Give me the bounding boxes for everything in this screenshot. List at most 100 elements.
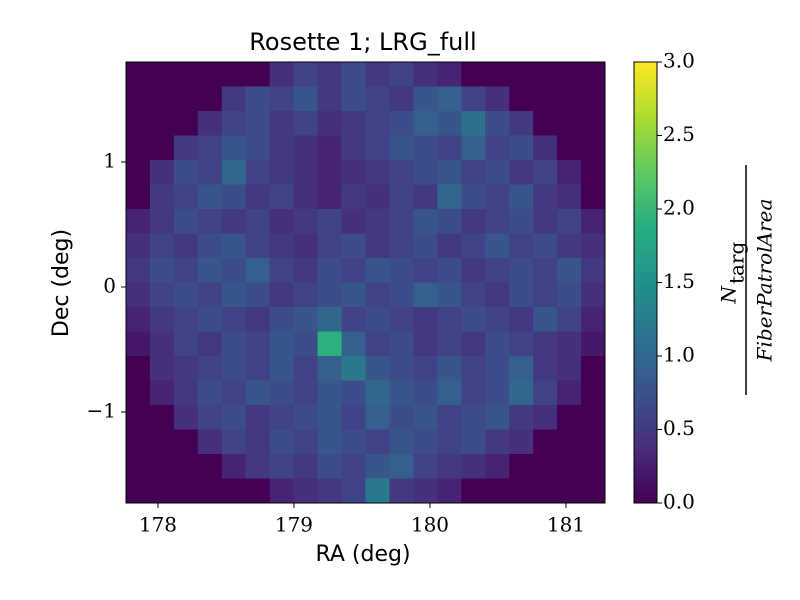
heatmap-cell bbox=[197, 184, 223, 210]
heatmap-cell bbox=[269, 111, 295, 136]
heatmap-cell bbox=[509, 454, 534, 479]
heatmap-cell bbox=[197, 454, 223, 479]
heatmap-cell bbox=[557, 356, 582, 381]
heatmap-cell bbox=[365, 160, 390, 185]
heatmap-cell bbox=[269, 258, 295, 283]
heatmap-cell bbox=[173, 282, 199, 308]
heatmap-cell bbox=[173, 454, 199, 479]
heatmap-cell bbox=[485, 356, 510, 381]
heatmap-cell bbox=[365, 331, 390, 357]
heatmap-cell bbox=[461, 86, 486, 112]
heatmap-cell bbox=[293, 111, 318, 136]
heatmap-cell bbox=[245, 86, 271, 112]
heatmap-cell bbox=[557, 429, 582, 455]
heatmap-cell bbox=[461, 380, 486, 406]
heatmap-cell bbox=[461, 111, 486, 136]
colorbar-tick-label: 0.0 bbox=[663, 490, 695, 514]
heatmap-cell bbox=[126, 184, 151, 210]
heatmap-cell bbox=[461, 405, 486, 430]
heatmap-cell bbox=[413, 405, 438, 430]
heatmap-cell bbox=[437, 356, 462, 381]
heatmap-cell bbox=[413, 86, 438, 112]
heatmap-cell bbox=[173, 160, 199, 185]
heatmap-cell bbox=[533, 380, 558, 406]
heatmap-cell bbox=[126, 258, 151, 283]
heatmap-cell bbox=[149, 258, 175, 283]
heatmap-cell bbox=[533, 62, 558, 87]
heatmap-cell bbox=[389, 478, 414, 504]
heatmap-cell bbox=[533, 478, 558, 504]
heatmap-cell bbox=[413, 454, 438, 479]
heatmap-cell bbox=[557, 307, 582, 332]
heatmap-cell bbox=[341, 282, 366, 308]
heatmap-cell bbox=[437, 209, 462, 234]
heatmap-cell bbox=[245, 356, 271, 381]
heatmap-cell bbox=[581, 135, 606, 161]
heatmap-cell bbox=[509, 160, 534, 185]
heatmap-cell bbox=[509, 478, 534, 504]
heatmap-cell bbox=[341, 160, 366, 185]
heatmap-cell bbox=[149, 478, 175, 504]
heatmap-cell bbox=[581, 209, 606, 234]
heatmap-cell bbox=[389, 282, 414, 308]
heatmap-cell bbox=[221, 160, 247, 185]
heatmap-cell bbox=[197, 307, 223, 332]
heatmap-cell bbox=[293, 62, 318, 87]
heatmap-cell bbox=[317, 209, 342, 234]
heatmap-cell bbox=[197, 160, 223, 185]
heatmap-cell bbox=[126, 454, 151, 479]
heatmap-cell bbox=[389, 233, 414, 259]
heatmap-cell bbox=[485, 429, 510, 455]
heatmap-cell bbox=[317, 233, 342, 259]
heatmap-cell bbox=[485, 380, 510, 406]
heatmap-cell bbox=[341, 405, 366, 430]
heatmap-cell bbox=[485, 184, 510, 210]
heatmap-cell bbox=[389, 86, 414, 112]
y-tick-label: 1 bbox=[103, 149, 116, 173]
colorbar-tick-label: 2.0 bbox=[663, 196, 695, 220]
heatmap-cell bbox=[149, 160, 175, 185]
heatmap-cell bbox=[293, 429, 318, 455]
heatmap-cell bbox=[533, 307, 558, 332]
heatmap-cell bbox=[317, 258, 342, 283]
heatmap-cell bbox=[269, 380, 295, 406]
heatmap-cell bbox=[269, 331, 295, 357]
colorbar-tick-label: 1.0 bbox=[663, 343, 695, 367]
heatmap-cell bbox=[557, 135, 582, 161]
heatmap-cell bbox=[557, 184, 582, 210]
heatmap-cell bbox=[485, 331, 510, 357]
heatmap-cell bbox=[293, 454, 318, 479]
heatmap-cell bbox=[461, 478, 486, 504]
heatmap-cell bbox=[317, 62, 342, 87]
heatmap-cell bbox=[461, 135, 486, 161]
heatmap-cell bbox=[581, 331, 606, 357]
heatmap-cell bbox=[245, 135, 271, 161]
heatmap-cell bbox=[293, 86, 318, 112]
heatmap-cell bbox=[173, 356, 199, 381]
heatmap-cell bbox=[341, 380, 366, 406]
heatmap-cell bbox=[269, 429, 295, 455]
heatmap-cell bbox=[341, 135, 366, 161]
colorbar-label-subscript: targ bbox=[725, 241, 749, 284]
colorbar-tick-label: 0.5 bbox=[663, 416, 695, 440]
heatmap-cell bbox=[581, 233, 606, 259]
heatmap-cell bbox=[293, 282, 318, 308]
heatmap-cell bbox=[317, 454, 342, 479]
heatmap-cell bbox=[221, 331, 247, 357]
heatmap-cell bbox=[437, 478, 462, 504]
heatmap-cell bbox=[341, 356, 366, 381]
heatmap-cell bbox=[389, 429, 414, 455]
heatmap-cell bbox=[461, 454, 486, 479]
heatmap-cell bbox=[365, 184, 390, 210]
heatmap-cell bbox=[461, 184, 486, 210]
heatmap-cell bbox=[197, 405, 223, 430]
heatmap-cell bbox=[389, 454, 414, 479]
heatmap-cell bbox=[245, 454, 271, 479]
heatmap-cell bbox=[197, 62, 223, 87]
heatmap-cell bbox=[221, 258, 247, 283]
heatmap-cell bbox=[557, 62, 582, 87]
heatmap-cell bbox=[557, 380, 582, 406]
heatmap-cell bbox=[485, 209, 510, 234]
heatmap-cell bbox=[245, 282, 271, 308]
